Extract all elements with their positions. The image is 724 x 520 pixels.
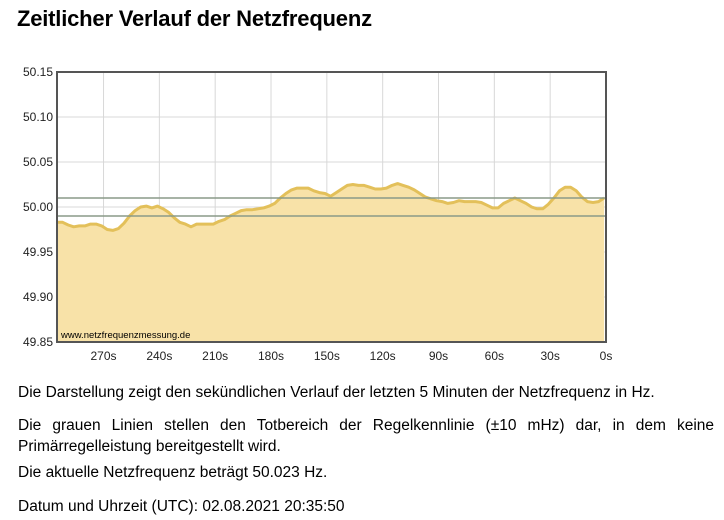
deadband-layer (57, 197, 606, 217)
deadband-paragraph: Die grauen Linien stellen den Totbereich… (18, 415, 714, 457)
y-tick-label: 50.00 (23, 200, 53, 214)
timestamp-paragraph: Datum und Uhrzeit (UTC): 02.08.2021 20:3… (18, 496, 714, 517)
deadband-text: Die grauen Linien stellen den Totbereich… (18, 417, 714, 455)
current-frequency-paragraph: Die aktuelle Netzfrequenz beträgt 50.023… (18, 462, 714, 483)
current-frequency-text: Die aktuelle Netzfrequenz beträgt 50.023… (18, 464, 328, 481)
x-tick-label: 0s (600, 349, 613, 363)
x-tick-label: 90s (429, 349, 448, 363)
x-tick-label: 180s (258, 349, 284, 363)
y-tick-label: 50.05 (23, 155, 53, 169)
x-tick-label: 270s (91, 349, 117, 363)
x-axis-ticks: 270s 240s 210s 180s 150s 120s 90s 60s 30s 0s (91, 349, 613, 363)
y-tick-label: 50.15 (23, 65, 53, 79)
x-tick-label: 210s (202, 349, 228, 363)
frequency-chart-svg: 50.15 50.10 50.05 50.00 49.95 49.90 49.85 270s… (23, 65, 613, 363)
timestamp-text: Datum und Uhrzeit (UTC): 02.08.2021 20:3… (18, 498, 345, 515)
y-tick-label: 49.95 (23, 245, 53, 259)
y-axis-ticks: 50.15 50.10 50.05 50.00 49.95 49.90 49.85 (23, 65, 53, 349)
x-tick-label: 150s (314, 349, 340, 363)
x-tick-label: 30s (540, 349, 559, 363)
watermark-text: www.netzfrequenzmessung.de (60, 330, 190, 341)
x-tick-label: 120s (370, 349, 396, 363)
y-tick-label: 50.10 (23, 110, 53, 124)
x-tick-label: 60s (485, 349, 504, 363)
frequency-area-fill (57, 183, 605, 342)
y-tick-label: 49.90 (23, 290, 53, 304)
frequency-chart: 50.15 50.10 50.05 50.00 49.95 49.90 49.85 270s… (0, 55, 724, 370)
plot-frame (56, 71, 607, 343)
x-tick-label: 240s (146, 349, 172, 363)
frequency-line (57, 182, 605, 232)
description-paragraph: Die Darstellung zeigt den sekündlichen V… (18, 382, 714, 403)
y-tick-label: 49.85 (23, 335, 53, 349)
page-title: Zeitlicher Verlauf der Netzfrequenz (17, 6, 372, 31)
description-text: Die Darstellung zeigt den sekündlichen V… (18, 384, 655, 401)
